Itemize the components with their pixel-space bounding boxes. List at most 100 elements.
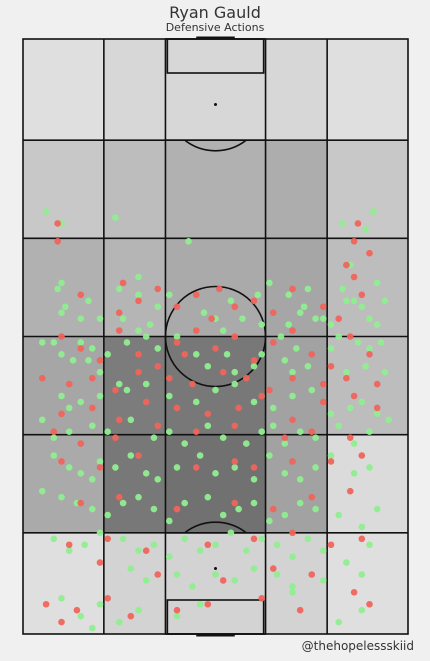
zone-r3-c4	[265, 238, 328, 337]
point-success-29	[285, 291, 292, 299]
point-success-156	[281, 511, 289, 519]
point-fail-93	[65, 541, 73, 549]
point-fail-4	[208, 315, 215, 322]
point-fail-88	[173, 505, 181, 513]
point-success-30	[296, 309, 304, 317]
point-success-131	[212, 470, 219, 477]
point-success-65	[250, 362, 258, 370]
point-success-94	[308, 386, 316, 394]
zone-r1-c4	[265, 39, 328, 141]
point-success-110	[243, 440, 250, 447]
point-success-128	[154, 476, 162, 483]
point-success-43	[366, 315, 373, 322]
point-success-144	[89, 505, 96, 513]
point-fail-76	[346, 434, 354, 441]
point-success-46	[38, 339, 46, 346]
point-success-140	[366, 464, 373, 471]
point-success-150	[181, 499, 188, 507]
point-fail-60	[173, 404, 181, 412]
point-success-50	[85, 357, 92, 364]
author-credit: @thehopelessskiid	[301, 639, 414, 653]
point-success-116	[335, 422, 343, 430]
point-fail-82	[250, 464, 258, 471]
point-success-44	[373, 321, 381, 328]
point-success-184	[173, 571, 181, 578]
top-penalty-spot	[214, 102, 217, 106]
point-fail-41	[366, 351, 373, 358]
point-success-172	[212, 541, 219, 549]
point-success-118	[366, 428, 373, 436]
point-success-12	[54, 285, 61, 293]
zone-r2-c2	[103, 140, 166, 239]
zone-r6-c2	[103, 532, 166, 634]
point-fail-3	[119, 279, 127, 287]
point-success-170	[181, 535, 188, 543]
point-fail-10	[350, 273, 358, 281]
point-success-63	[204, 362, 212, 370]
point-success-139	[350, 470, 358, 477]
point-fail-42	[38, 374, 46, 382]
point-success-54	[89, 345, 96, 352]
point-success-33	[300, 303, 308, 311]
point-success-89	[212, 386, 219, 394]
zone-r1-c2	[103, 39, 166, 141]
point-success-189	[273, 571, 281, 578]
point-fail-102	[154, 571, 162, 578]
point-fail-18	[250, 297, 258, 305]
point-fail-29	[154, 362, 162, 370]
point-fail-48	[189, 380, 196, 388]
point-success-158	[312, 505, 319, 513]
point-success-36	[239, 315, 246, 322]
point-success-151	[204, 493, 212, 501]
point-fail-107	[58, 618, 65, 626]
point-success-23	[85, 297, 92, 305]
point-success-155	[266, 517, 273, 525]
point-fail-19	[269, 309, 277, 317]
point-fail-14	[154, 285, 162, 293]
point-fail-32	[192, 327, 200, 334]
point-fail-20	[289, 285, 296, 293]
point-fail-69	[77, 440, 85, 447]
point-fail-72	[192, 428, 200, 436]
centre-circle	[164, 285, 267, 388]
point-success-176	[273, 541, 281, 549]
zone-r1-c3	[165, 39, 266, 141]
point-success-49	[69, 357, 77, 364]
point-success-48	[58, 351, 65, 358]
point-success-32	[304, 285, 312, 293]
point-success-15	[77, 315, 85, 322]
point-success-100	[50, 434, 58, 441]
point-success-191	[320, 577, 327, 584]
point-fail-12	[115, 309, 123, 317]
point-fail-34	[231, 333, 239, 340]
point-fail-2	[54, 238, 61, 245]
point-success-102	[89, 422, 96, 430]
point-fail-45	[112, 386, 119, 394]
point-success-82	[77, 398, 85, 406]
point-fail-105	[308, 571, 316, 578]
point-fail-21	[320, 303, 327, 311]
point-fail-31	[181, 351, 188, 358]
point-fail-57	[89, 404, 96, 412]
point-success-35	[258, 321, 266, 328]
point-success-153	[235, 505, 242, 513]
point-success-18	[135, 291, 142, 299]
zone-r1-c1	[23, 39, 104, 141]
point-fail-52	[289, 374, 296, 382]
point-success-132	[231, 464, 239, 471]
point-success-47	[50, 339, 58, 346]
point-success-157	[296, 499, 304, 507]
point-success-77	[362, 362, 369, 370]
point-success-114	[296, 428, 304, 436]
point-fail-85	[358, 452, 366, 459]
point-success-96	[346, 404, 354, 412]
zone-r5-c3	[165, 434, 266, 533]
point-success-97	[358, 398, 366, 406]
point-fail-115	[350, 589, 358, 596]
point-fail-1	[54, 220, 61, 227]
point-fail-94	[104, 535, 111, 543]
point-success-192	[358, 571, 366, 578]
point-fail-47	[166, 374, 173, 382]
chart-title: Ryan Gauld	[169, 3, 261, 22]
